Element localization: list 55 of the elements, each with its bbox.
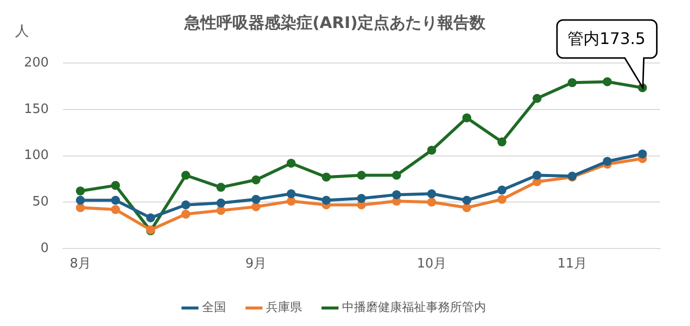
y-tick-label: 100 [24,148,49,164]
point [356,194,366,203]
point [356,170,366,180]
point [427,146,436,155]
point [427,198,436,207]
point [252,175,261,184]
y-axis-title: 人 [15,24,29,40]
point [427,189,436,198]
legend-label: 兵庫県 [266,300,302,314]
point [497,186,506,195]
x-tick-label: 8月 [70,256,92,272]
point [76,196,85,205]
point [76,186,85,196]
point [286,196,296,206]
point [216,182,226,192]
point [111,180,120,190]
point [216,206,226,215]
point [146,213,156,222]
point [638,149,647,158]
point [216,198,226,208]
point [602,156,612,166]
x-tick-label: 11月 [557,256,587,272]
point [497,137,506,146]
y-tick-label: 0 [40,240,49,256]
legend-label: 中播磨健康福祉事務所管内 [342,300,486,314]
point [497,194,506,204]
point [76,203,85,212]
point [462,203,472,212]
y-tick-label: 200 [24,56,49,71]
point [252,194,261,204]
point [322,196,331,205]
point [462,196,472,205]
point [181,170,190,180]
legend-label: 全国 [202,300,226,314]
point [111,205,120,214]
point [602,77,612,86]
point [286,189,296,198]
x-tick-label: 9月 [245,256,267,272]
point [322,172,331,182]
point [181,210,190,219]
point [568,78,577,88]
y-tick-label: 50 [32,194,49,210]
point [392,170,402,180]
point [181,200,190,210]
chart-title: 急性呼吸器感染症(ARI)定点あたり報告数 [183,12,487,32]
y-tick-label: 150 [24,102,49,117]
x-tick-label: 10月 [416,256,446,272]
point [111,196,120,205]
point [532,170,542,180]
point [462,113,472,122]
point [532,94,542,103]
text: 管内173.5 [566,28,646,50]
point [286,158,296,168]
point [392,190,402,200]
point [252,202,261,212]
